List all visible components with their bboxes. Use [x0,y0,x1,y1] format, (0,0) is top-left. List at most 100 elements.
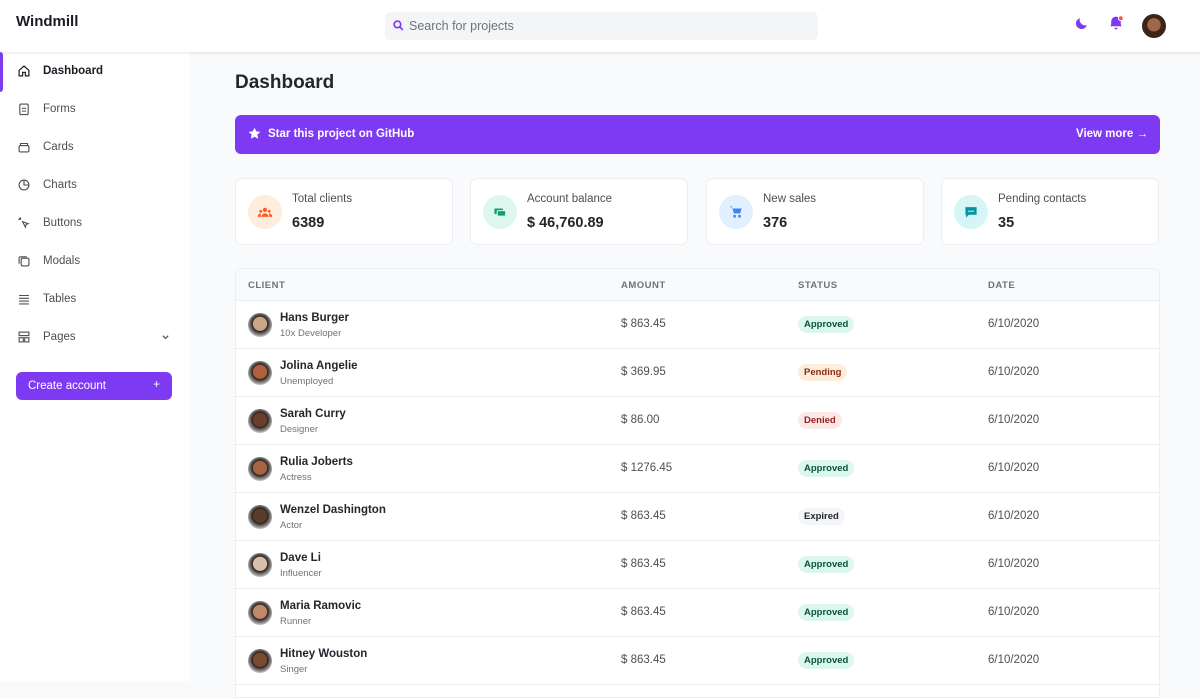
notifications[interactable] [1108,15,1124,31]
date: 6/10/2020 [988,366,1040,378]
nav-label: Pages [43,331,76,343]
clients-table: CLIENT AMOUNT STATUS DATE Hans Burger 10x… [235,268,1160,698]
profile-avatar[interactable] [1142,14,1166,38]
nav-icon [18,142,30,153]
create-account-button[interactable]: Create account + [16,372,172,400]
client-avatar [248,361,272,385]
card-value: 376 [763,215,788,231]
nav-icon [18,179,30,191]
client-role: Runner [280,616,312,627]
client-name: Hans Burger [280,312,350,324]
table-row: Hitney Wouston Singer $ 863.45 Approved 6/10… [236,637,1159,685]
nav-item[interactable]: Modals [0,250,190,274]
amount: $ 863.45 [621,510,666,522]
nav-label: Tables [43,293,77,305]
client-name: Dave Li [280,552,321,564]
client-name: Maria Ramovic [280,600,362,612]
nav-item[interactable]: Cards [0,136,190,160]
card-label: New sales [763,193,817,205]
nav-item[interactable]: Dashboard [0,52,190,92]
status-badge: Approved [798,556,855,573]
table-header: CLIENT AMOUNT STATUS DATE [236,269,1159,301]
nav-item[interactable]: Buttons [0,212,190,236]
search-input[interactable]: Search for projects [385,12,818,40]
client-avatar [248,409,272,433]
nav-item[interactable]: Pages [0,326,190,350]
status-badge: Approved [798,604,855,621]
column-header: DATE [988,280,1016,291]
amount: $ 863.45 [621,318,666,330]
search-icon [393,20,404,31]
stat-card: Account balance $ 46,760.89 [470,178,688,245]
column-header: STATUS [798,280,838,291]
stat-card: Pending contacts 35 [941,178,1159,245]
nav-icon [18,256,30,267]
github-banner[interactable]: Star this project on GitHub View more → [235,115,1160,154]
card-icon [719,195,753,229]
nav-icon [18,217,30,229]
theme-toggle[interactable] [1075,16,1089,30]
status-badge: Pending [798,364,848,381]
amount: $ 1276.45 [621,462,673,474]
card-value: 6389 [292,215,325,231]
column-header: CLIENT [248,280,286,291]
card-icon [483,195,517,229]
client-role: Singer [280,664,308,675]
nav-label: Dashboard [43,65,104,77]
amount: $ 86.00 [621,414,660,426]
stat-card: Total clients 6389 [235,178,453,245]
nav-item[interactable]: Charts [0,174,190,198]
card-icon [248,195,282,229]
client-avatar [248,505,272,529]
client-name: Rulia Joberts [280,456,353,468]
client-avatar [248,601,272,625]
nav-label: Buttons [43,217,82,229]
card-value: 35 [998,215,1015,231]
table-row: Maria Ramovic Runner $ 863.45 Approved 6/10/… [236,589,1159,637]
client-name: Sarah Curry [280,408,346,420]
amount: $ 863.45 [621,654,666,666]
client-role: Unemployed [280,376,334,387]
nav-icon [18,331,30,343]
amount: $ 863.45 [621,558,666,570]
button-icon: + [153,379,160,391]
date: 6/10/2020 [988,462,1040,474]
nav-label: Modals [43,255,81,267]
date: 6/10/2020 [988,510,1040,522]
nav-label: Charts [43,179,77,191]
nav-label: Forms [43,103,76,115]
client-role: Designer [280,424,319,435]
client-role: Influencer [280,568,322,579]
top-bar: Windmill Search for projects [0,0,1200,52]
card-value: $ 46,760.89 [527,215,604,231]
date: 6/10/2020 [988,414,1040,426]
client-name: Jolina Angelie [280,360,358,372]
nav-icon [19,294,29,305]
nav-item[interactable]: Tables [0,288,190,312]
stat-card: New sales 376 [706,178,924,245]
card-icon [954,195,988,229]
client-name: Wenzel Dashington [280,504,386,516]
client-avatar [248,457,272,481]
table-row: Dave Li Influencer $ 863.45 Approved 6/10/20… [236,541,1159,589]
date: 6/10/2020 [988,606,1040,618]
banner-link[interactable]: View more → [1075,128,1148,140]
card-label: Account balance [527,193,613,205]
status-badge: Approved [798,316,855,333]
card-label: Total clients [292,193,353,205]
table-row: Jolina Angelie Unemployed $ 369.95 Pending 6… [236,349,1159,397]
table-row: Sarah Curry Designer $ 86.00 Denied 6/10/202… [236,397,1159,445]
nav-item[interactable]: Forms [0,98,190,122]
brand[interactable]: Windmill [16,13,79,30]
date: 6/10/2020 [988,654,1040,666]
search-placeholder: Search for projects [409,19,514,33]
client-avatar [248,313,272,337]
button-label: Create account [28,380,106,392]
nav-label: Cards [43,141,74,153]
client-avatar [248,553,272,577]
nav-icon [18,65,30,77]
table-row: Rulia Joberts Actress $ 1276.45 Approved 6/1… [236,445,1159,493]
amount: $ 863.45 [621,606,666,618]
